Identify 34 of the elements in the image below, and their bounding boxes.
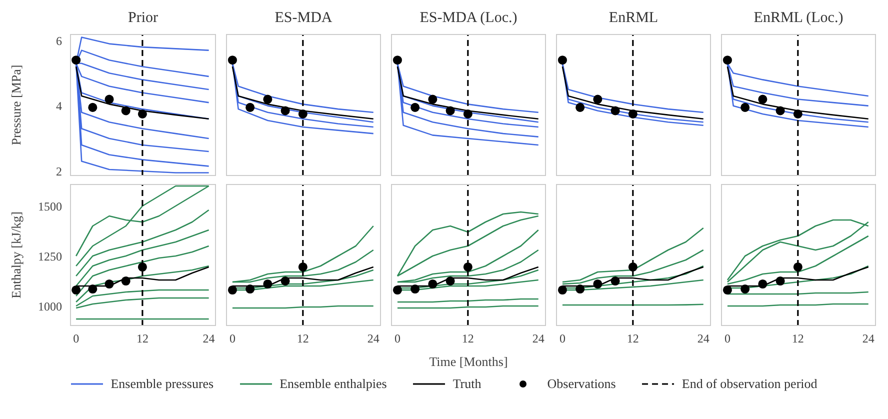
chart-title: Prior	[127, 9, 159, 28]
x-tick-label: 24	[862, 332, 874, 346]
x-tick-label: 12	[792, 332, 804, 346]
x-axis-title: Time [Months]	[428, 354, 509, 370]
legend-label: Ensemble enthalpies	[280, 376, 387, 392]
chart-title: ES-MDA	[274, 9, 334, 28]
chart-title: ES-MDA (Loc.)	[418, 9, 518, 28]
legend-label: Truth	[452, 376, 482, 392]
x-tick-label: 12	[296, 332, 309, 346]
x-tick-label: 0	[73, 332, 80, 346]
x-tick-label: 24	[532, 332, 544, 346]
y-tick-label: 6	[56, 34, 62, 48]
y-axis-title: Enthalpy [kJ/kg]	[8, 211, 24, 299]
x-tick-label: 0	[229, 332, 236, 346]
y-axis-title: Pressure [MPa]	[8, 64, 24, 146]
legend-label: Ensemble pressures	[110, 376, 214, 392]
x-tick-label: 12	[626, 332, 639, 346]
x-tick-label: 24	[202, 332, 215, 346]
x-tick-label: 24	[367, 332, 380, 346]
y-tick-label: 1500	[38, 199, 62, 214]
legend-label: Observations	[547, 376, 616, 392]
x-tick-label: 0	[394, 332, 400, 346]
x-tick-label: 0	[559, 332, 566, 346]
legend-label: End of observation period	[682, 376, 818, 392]
y-tick-label: 4	[56, 99, 62, 114]
y-tick-label: 1000	[38, 299, 62, 314]
y-tick-label: 2	[56, 164, 62, 178]
x-tick-label: 12	[462, 332, 474, 346]
x-tick-label: 24	[697, 332, 710, 346]
chart-title: EnRML (Loc.)	[752, 9, 844, 28]
chart-title: EnRML	[608, 9, 660, 28]
y-tick-label: 1250	[38, 249, 62, 264]
x-tick-label: 0	[724, 332, 730, 346]
x-tick-label: 12	[136, 332, 148, 346]
